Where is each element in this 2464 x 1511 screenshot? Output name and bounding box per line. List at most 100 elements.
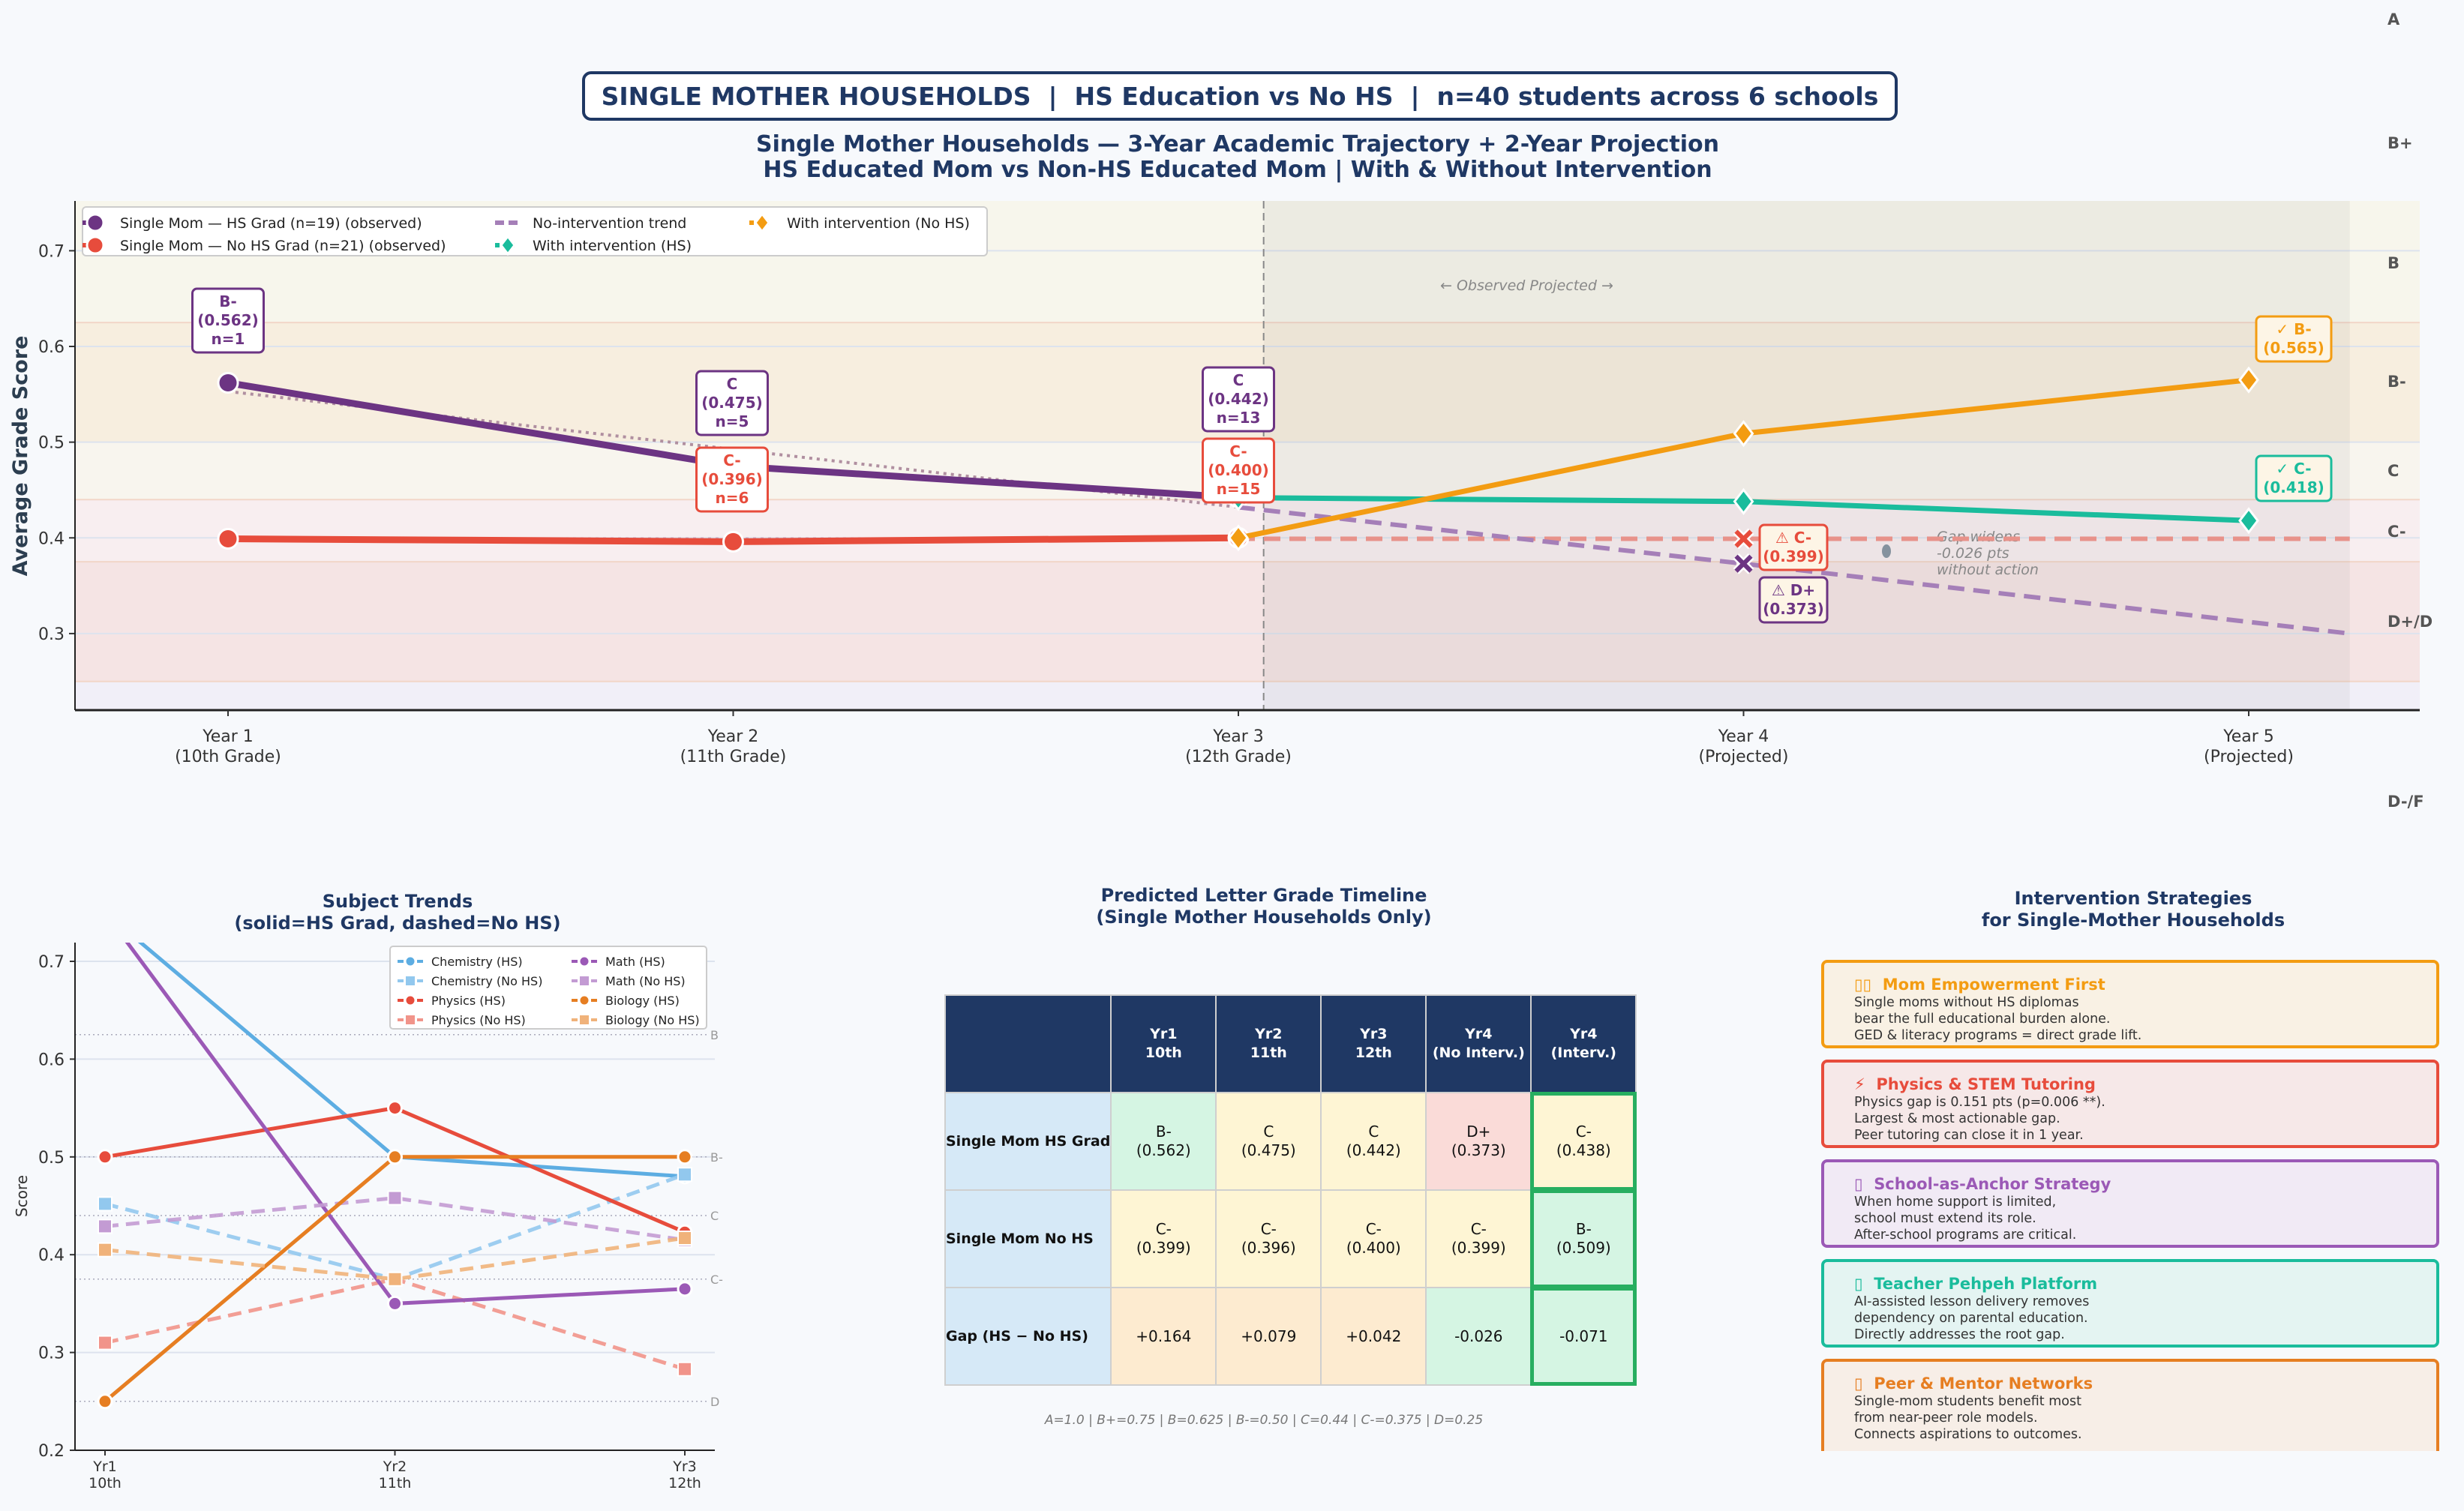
column-header: Yr2 11th bbox=[1215, 994, 1322, 1093]
data-point bbox=[2238, 507, 2259, 535]
grade-label: C bbox=[2387, 462, 2399, 480]
point-label: ✓ B-(0.565) bbox=[2263, 320, 2324, 357]
x-tick-label: Yr3 12th bbox=[668, 1459, 701, 1492]
legend-marker bbox=[86, 213, 105, 232]
data-point bbox=[98, 1196, 113, 1212]
strategy-title-text: Teacher Pehpeh Platform bbox=[1874, 1275, 2098, 1293]
gap-arrow-marker bbox=[1882, 544, 1891, 558]
legend-box bbox=[389, 946, 707, 1030]
y-tick-label: 0.5 bbox=[38, 1149, 65, 1168]
series-line bbox=[104, 1172, 686, 1282]
point-label-box bbox=[191, 287, 265, 354]
strategy-card-body: When home support is limited, school mus… bbox=[1854, 1195, 2077, 1243]
strategy-card-body: Single-mom students benefit most from ne… bbox=[1854, 1394, 2082, 1442]
point-label: B-(0.562) n=1 bbox=[197, 292, 259, 348]
point-label: C (0.442) n=13 bbox=[1208, 371, 1269, 427]
table-header-row: Yr1 10th Yr2 11th Yr3 12th Yr4 (No Inter… bbox=[944, 994, 1637, 1093]
table-cell: B- (0.509) bbox=[1530, 1189, 1637, 1288]
data-point bbox=[1733, 420, 1754, 448]
series-line bbox=[104, 1236, 686, 1282]
y-tick-label: 0.7 bbox=[38, 953, 65, 972]
series-line bbox=[1238, 505, 2351, 636]
data-point bbox=[387, 1271, 403, 1287]
point-label-box bbox=[1758, 523, 1829, 571]
table-row: Single Mom No HS C- (0.399) C- (0.396) C- (… bbox=[944, 1189, 1637, 1288]
data-point bbox=[387, 1295, 403, 1312]
series-line bbox=[104, 1106, 686, 1234]
column-header: Yr4 (No Interv.) bbox=[1425, 994, 1532, 1093]
grade-scale-footnote: A=1.0 | B+=0.75 | B=0.625 | B-=0.50 | C=… bbox=[1044, 1413, 1484, 1428]
point-label-box bbox=[695, 446, 769, 513]
strategy-card-title: ▯ School-as-Anchor Strategy bbox=[1854, 1174, 2436, 1194]
legend-marker bbox=[500, 234, 516, 256]
table-cell: -0.026 bbox=[1425, 1287, 1532, 1386]
row-label: Single Mom No HS bbox=[944, 1189, 1112, 1288]
legend-entry: Single Mom — No HS Grad (n=21) (observed… bbox=[120, 238, 446, 254]
y-axis-label: Score bbox=[13, 1175, 31, 1217]
point-label: C-(0.400) n=15 bbox=[1208, 442, 1269, 498]
legend-marker bbox=[578, 975, 590, 987]
point-label-box bbox=[1202, 366, 1275, 433]
data-point bbox=[217, 372, 239, 394]
legend-marker bbox=[578, 955, 591, 968]
grade-reference-label: C bbox=[710, 1209, 719, 1223]
phase-note: ← Observed Projected → bbox=[1440, 277, 1613, 294]
grade-label: B+ bbox=[2387, 134, 2413, 152]
legend-marker bbox=[578, 994, 591, 1007]
grade-label: A bbox=[2387, 10, 2400, 28]
handshake-icon: ▯ bbox=[1854, 1375, 1863, 1393]
strategies-title: Intervention Strategies for Single-Mothe… bbox=[1981, 888, 2285, 931]
table-cell: +0.042 bbox=[1320, 1287, 1427, 1386]
y-tick-label: 0.6 bbox=[38, 1051, 65, 1069]
table-cell: +0.164 bbox=[1110, 1287, 1217, 1386]
strategy-card-body: Physics gap is 0.151 pts (p=0.006 **). L… bbox=[1854, 1095, 2105, 1143]
data-point bbox=[387, 1271, 403, 1287]
data-point bbox=[677, 1361, 692, 1377]
table-cell: C- (0.399) bbox=[1425, 1189, 1532, 1288]
point-label: ✓ C-(0.418) bbox=[2263, 460, 2324, 496]
y-tick-label: 0.3 bbox=[38, 1345, 65, 1363]
legend-entry: Biology (No HS) bbox=[605, 1013, 700, 1027]
data-point bbox=[387, 1149, 403, 1165]
grade-timeline-table: Yr1 10th Yr2 11th Yr3 12th Yr4 (No Inter… bbox=[944, 994, 1637, 1386]
data-point bbox=[677, 1167, 692, 1183]
legend-marker bbox=[754, 211, 770, 234]
y-tick-label: 0.2 bbox=[38, 1442, 65, 1461]
strategy-card-title: ▯ Peer & Mentor Networks bbox=[1854, 1374, 2436, 1393]
data-point bbox=[677, 1281, 693, 1297]
data-point bbox=[1228, 524, 1249, 552]
data-point bbox=[387, 1190, 403, 1206]
table-cell: C- (0.438) bbox=[1530, 1092, 1637, 1191]
table-cell: D+ (0.373) bbox=[1425, 1092, 1532, 1191]
card-clip bbox=[1815, 1451, 2460, 1511]
y-tick-label: 0.4 bbox=[38, 1246, 65, 1265]
column-header bbox=[944, 994, 1112, 1093]
legend-entry: Single Mom — HS Grad (n=19) (observed) bbox=[120, 215, 422, 232]
point-label-box bbox=[1202, 437, 1275, 504]
legend-entry: Math (No HS) bbox=[605, 974, 686, 988]
legend-entry: With intervention (HS) bbox=[533, 238, 692, 254]
strategy-card: ▯ School-as-Anchor Strategy When home sup… bbox=[1821, 1159, 2439, 1248]
point-label: ⚠ D+ (0.373) bbox=[1763, 581, 1824, 618]
column-header: Yr4 (Interv.) bbox=[1530, 994, 1637, 1093]
series-line bbox=[125, 943, 686, 1306]
data-point bbox=[677, 1231, 692, 1246]
table-cell: C- (0.400) bbox=[1320, 1189, 1427, 1288]
grade-label: C- bbox=[2387, 523, 2406, 541]
grade-reference-label: B bbox=[710, 1028, 719, 1042]
legend-entry: No-intervention trend bbox=[533, 215, 686, 232]
strategy-card-title: ⚡ Physics & STEM Tutoring bbox=[1854, 1075, 2436, 1094]
strategy-card: ▯▯ Mom Empowerment First Single moms with… bbox=[1821, 960, 2439, 1048]
x-marker-stroke bbox=[1734, 529, 1753, 548]
grade-reference-label: B- bbox=[710, 1150, 723, 1165]
x-tick-label: Yr1 10th bbox=[89, 1459, 122, 1492]
data-point bbox=[2238, 366, 2259, 394]
table-cell: B- (0.562) bbox=[1110, 1092, 1217, 1191]
strategy-title-text: School-as-Anchor Strategy bbox=[1874, 1175, 2111, 1193]
data-point bbox=[98, 1219, 113, 1234]
x-tick-label: Year 5 (Projected) bbox=[2204, 727, 2294, 766]
header-banner: SINGLE MOTHER HOUSEHOLDS | HS Education … bbox=[582, 71, 1898, 121]
series-line bbox=[137, 943, 686, 1179]
legend-entry: Math (HS) bbox=[605, 955, 665, 969]
legend-entry: Biology (HS) bbox=[605, 994, 680, 1008]
